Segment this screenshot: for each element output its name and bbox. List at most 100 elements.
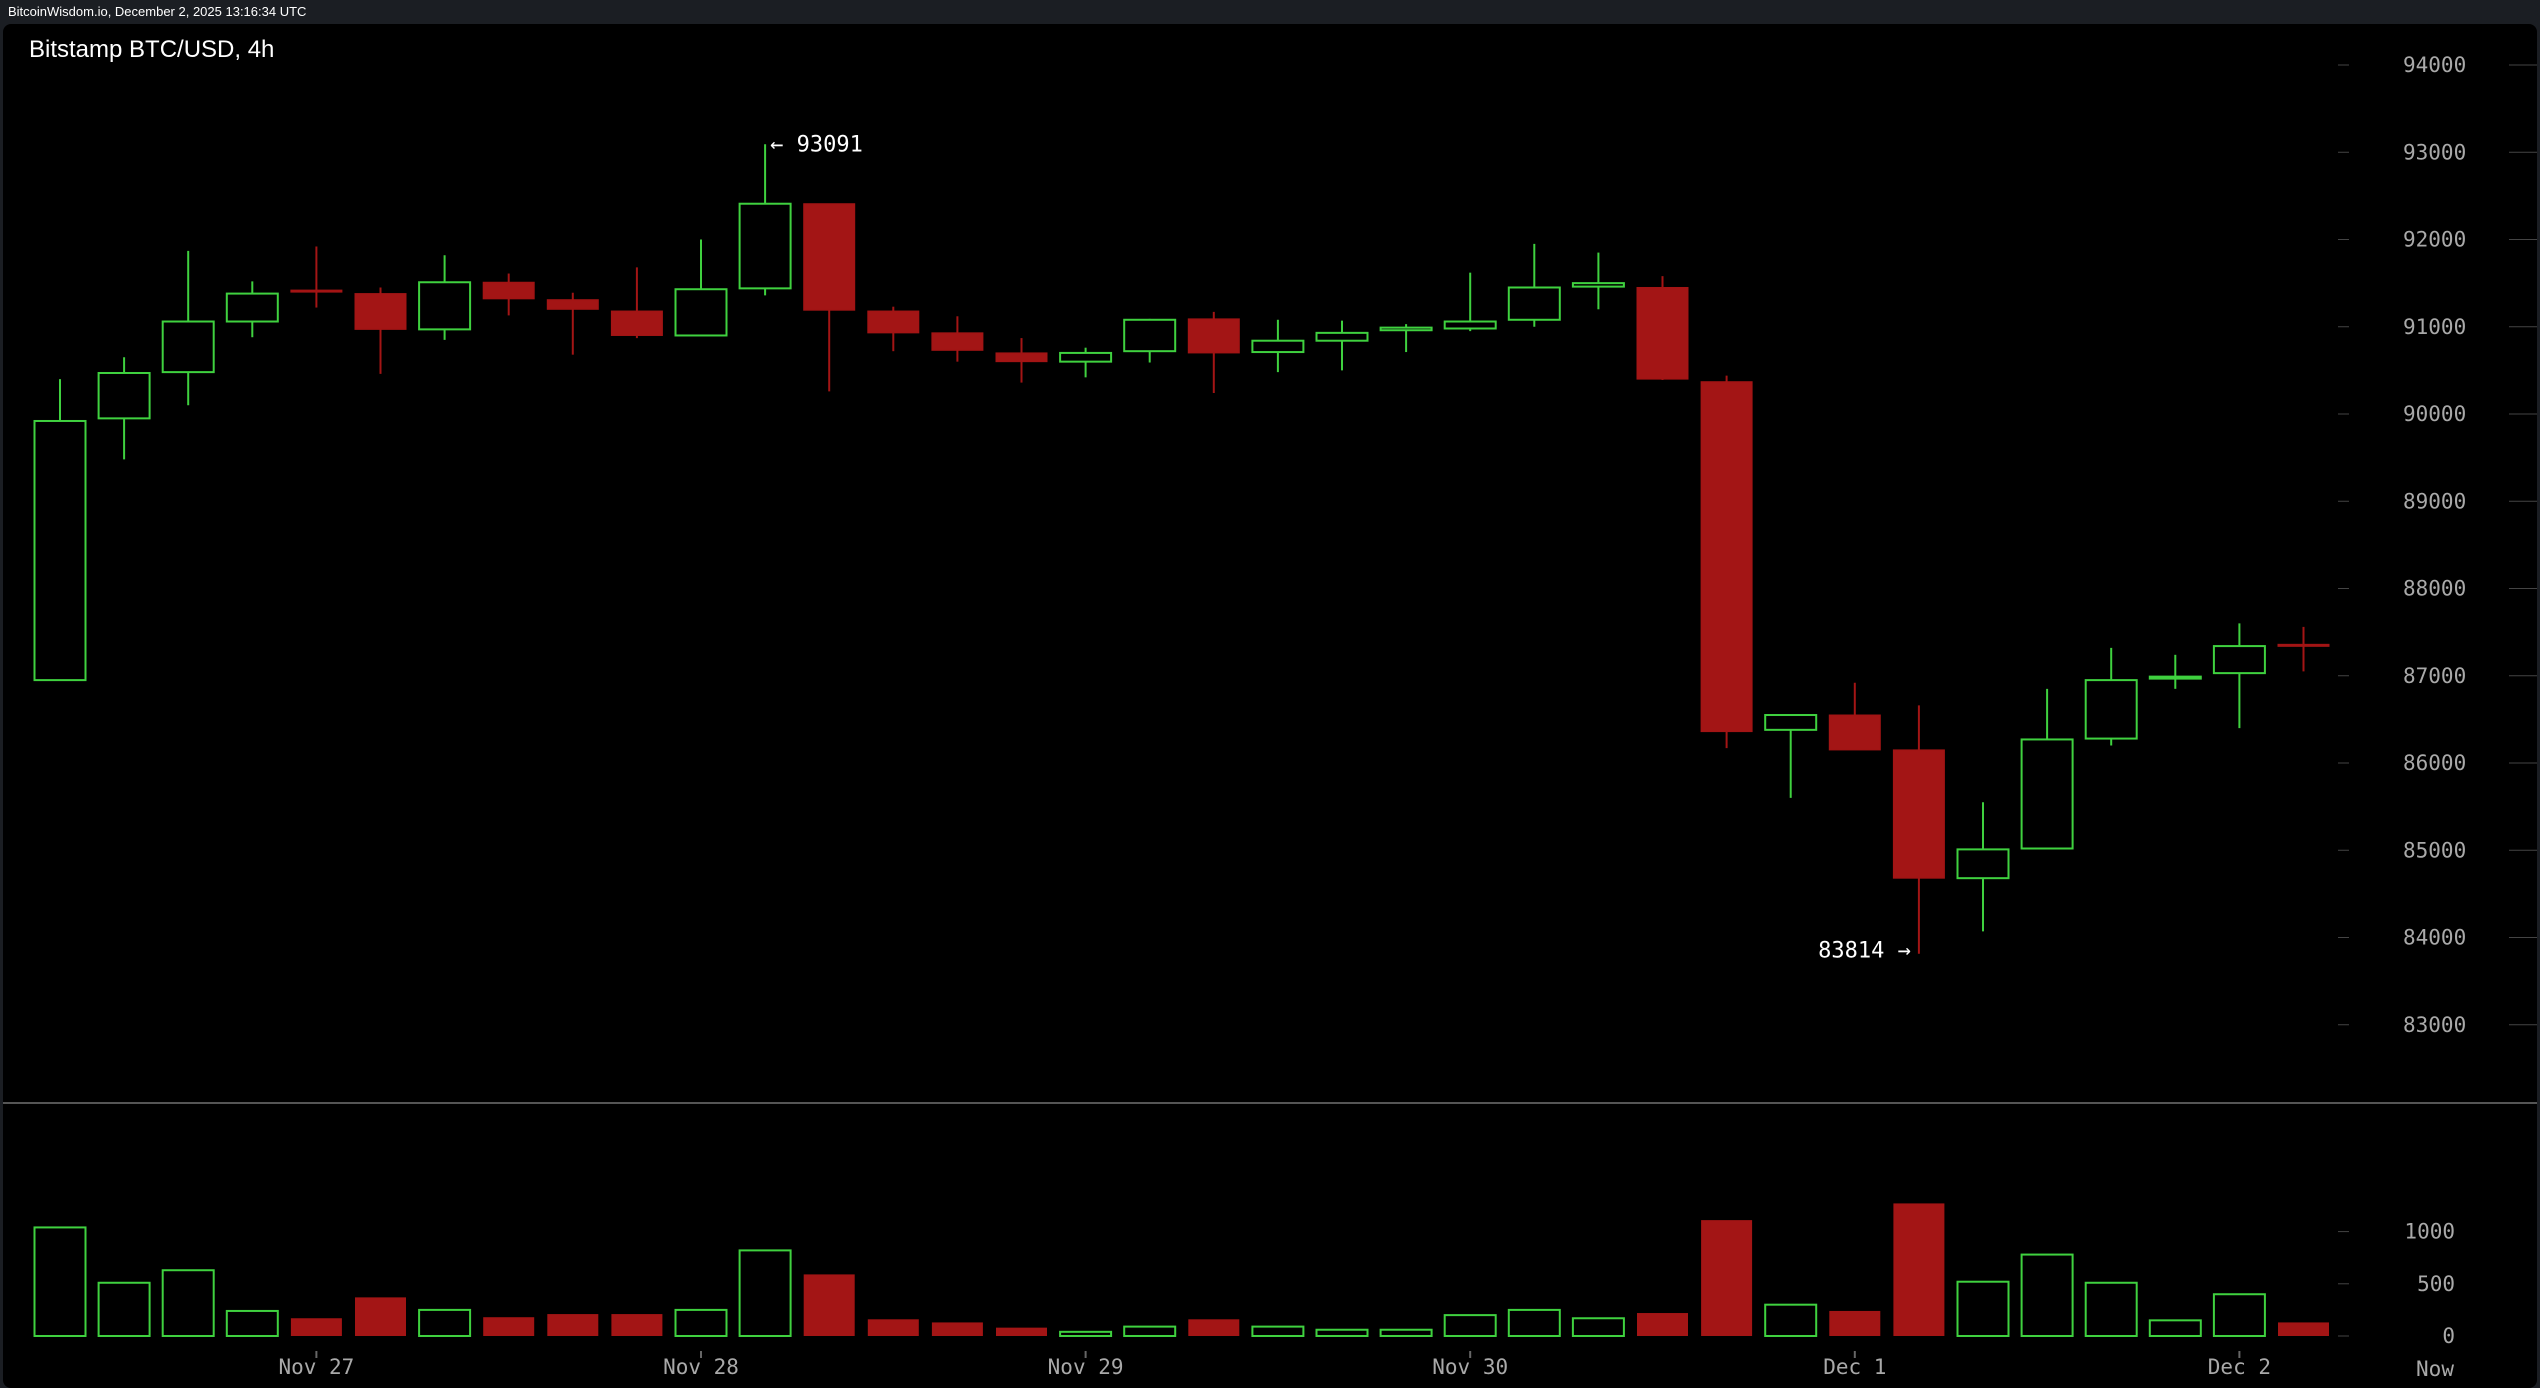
- volume-bar: [803, 1274, 855, 1336]
- volume-bar: [996, 1327, 1047, 1336]
- time-tick-label: Nov 30: [1432, 1355, 1508, 1379]
- price-tick-label: 94000: [2403, 53, 2466, 77]
- volume-bar: [2212, 1293, 2266, 1337]
- candle-body: [1443, 320, 1497, 330]
- time-tick-label: Dec 1: [1823, 1355, 1886, 1379]
- candle: [2212, 623, 2266, 729]
- candle: [2277, 626, 2330, 672]
- price-tick-label: 84000: [2403, 926, 2466, 950]
- grid-ticks: [315, 64, 2537, 1358]
- time-tick-label: Nov 29: [1048, 1355, 1124, 1379]
- volume-bar: [1315, 1328, 1369, 1337]
- price-axis: 83000 84000 85000 86000 87000 88000 89000 90000…: [2403, 53, 2466, 1037]
- candle: [1187, 311, 1240, 394]
- volume-bar: [355, 1297, 406, 1336]
- candle-body: [290, 289, 343, 293]
- volume-bar: [1893, 1203, 1945, 1336]
- candle-body: [867, 310, 920, 334]
- now-label: Now: [2416, 1357, 2454, 1381]
- candle: [1764, 714, 1818, 798]
- volume-bar: [2084, 1281, 2138, 1337]
- volume-tick-label: 500: [2417, 1272, 2455, 1296]
- volume-bar: [1188, 1319, 1240, 1336]
- candle-body: [161, 320, 215, 374]
- candle: [1443, 272, 1497, 332]
- volume-bar: [2278, 1322, 2329, 1336]
- candle-body: [931, 332, 984, 351]
- time-tick-label: Nov 28: [663, 1355, 739, 1379]
- volume-bar: [547, 1314, 599, 1336]
- volume-bar: [1507, 1308, 1561, 1338]
- chart-panel[interactable]: 83000 84000 85000 86000 87000 88000 89000 90000…: [3, 24, 2537, 1388]
- candle: [610, 267, 663, 339]
- volume-bar: [1443, 1314, 1497, 1337]
- candle-body: [546, 299, 599, 310]
- candle: [482, 273, 535, 316]
- candle-body: [1507, 286, 1561, 321]
- candle-body: [2277, 643, 2330, 647]
- volume-bar: [738, 1249, 792, 1337]
- candle: [418, 255, 472, 340]
- candle-body: [482, 281, 535, 300]
- low-annotation: 83814 →: [1818, 939, 1911, 964]
- price-tick-label: 92000: [2403, 228, 2466, 252]
- candle-body: [1892, 749, 1945, 879]
- candle: [867, 306, 920, 352]
- candle: [1315, 320, 1369, 371]
- volume-bar: [33, 1226, 87, 1337]
- candle-body: [610, 310, 663, 336]
- volume-bars: [33, 1203, 2329, 1338]
- candle-body: [225, 292, 279, 323]
- candle: [803, 203, 856, 392]
- candle-body: [1700, 381, 1753, 733]
- volume-bar: [1059, 1330, 1113, 1337]
- price-tick-label: 90000: [2403, 402, 2466, 426]
- candle-body: [2212, 645, 2266, 675]
- price-tick-label: 89000: [2403, 489, 2466, 513]
- candle: [161, 250, 215, 406]
- volume-bar: [1123, 1325, 1177, 1338]
- volume-bar: [1764, 1303, 1818, 1338]
- candle-body: [1123, 318, 1177, 353]
- candle: [1059, 347, 1113, 378]
- candle: [354, 287, 407, 374]
- price-tick-label: 93000: [2403, 140, 2466, 164]
- volume-axis: 0 500 1000: [2404, 1220, 2455, 1348]
- price-chart[interactable]: 83000 84000 85000 86000 87000 88000 89000 90000…: [3, 24, 2537, 1388]
- candle-body: [2148, 675, 2202, 680]
- volume-bar: [1956, 1280, 2010, 1338]
- price-tick-label: 83000: [2403, 1013, 2466, 1037]
- candle: [1892, 705, 1945, 954]
- candle-body: [418, 281, 472, 331]
- candle: [1379, 324, 1433, 353]
- price-tick-label: 87000: [2403, 664, 2466, 688]
- candle: [546, 292, 599, 355]
- candle-body: [803, 203, 856, 311]
- volume-bar: [674, 1308, 728, 1338]
- volume-bar: [418, 1308, 472, 1338]
- candle: [2148, 654, 2202, 689]
- price-tick-label: 91000: [2403, 315, 2466, 339]
- candle-body: [674, 288, 728, 337]
- volume-bar: [1829, 1310, 1881, 1336]
- candle-body: [2084, 679, 2138, 740]
- candle-body: [354, 293, 407, 330]
- chart-title: Bitstamp BTC/USD, 4h: [29, 36, 275, 63]
- volume-bar: [225, 1309, 279, 1337]
- candle: [1636, 276, 1689, 380]
- price-tick-label: 85000: [2403, 838, 2466, 862]
- candle-body: [33, 419, 87, 682]
- annotations: ← 93091 83814 →: [770, 132, 1911, 963]
- candle: [1828, 682, 1881, 751]
- candle-body: [1059, 351, 1113, 363]
- candle-body: [97, 371, 151, 420]
- price-tick-label: 86000: [2403, 751, 2466, 775]
- time-axis: Nov 27 Nov 28 Nov 29 Nov 30 Dec 1 Dec 2 Now: [278, 1355, 2454, 1381]
- volume-bar: [1379, 1328, 1433, 1337]
- candle: [1123, 318, 1177, 363]
- volume-bar: [2148, 1319, 2202, 1337]
- candle: [738, 144, 792, 296]
- candle: [97, 357, 151, 460]
- candle: [1507, 243, 1561, 327]
- candle-body: [1379, 326, 1433, 332]
